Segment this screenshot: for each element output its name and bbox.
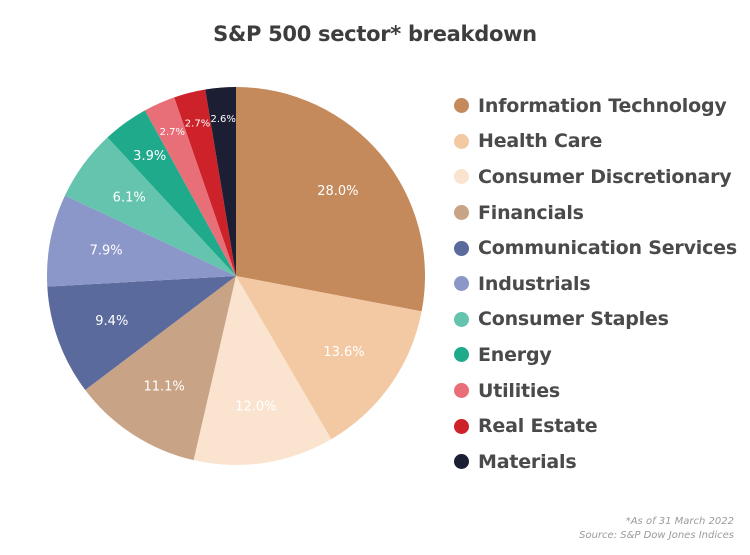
- slice-label-consumer-staples: 6.1%: [113, 190, 146, 205]
- legend-label: Energy: [478, 343, 552, 366]
- slice-label-utilities: 2.7%: [160, 127, 185, 138]
- pie-slice-information-technology: [236, 87, 425, 312]
- legend-item-industrials: Industrials: [454, 266, 737, 302]
- pie-slice-energy: [107, 110, 237, 276]
- slice-label-real-estate: 2.7%: [185, 118, 210, 129]
- pie-slice-labels: 28.0% 13.6% 12.0% 11.1% 9.4% 7.9% 6.1% 3.9% 2.7%…: [90, 114, 365, 414]
- legend-swatch: [454, 169, 469, 185]
- legend-swatch: [454, 205, 469, 221]
- legend-label: Communication Services: [478, 237, 737, 260]
- legend-swatch: [454, 347, 469, 363]
- source-note: Source: S&P Dow Jones Indices: [579, 530, 734, 541]
- legend-swatch: [454, 240, 469, 256]
- legend-item-health-care: Health Care: [454, 124, 737, 160]
- legend-label: Real Estate: [478, 415, 598, 438]
- slice-label-health-care: 13.6%: [323, 345, 364, 360]
- slice-label-industrials: 7.9%: [90, 243, 123, 258]
- chart-legend: Information Technology Health Care Consume…: [454, 88, 737, 480]
- legend-item-consumer-staples: Consumer Staples: [454, 302, 737, 338]
- legend-label: Utilities: [478, 379, 561, 402]
- pie-slice-financials: [85, 276, 236, 461]
- pie-slice-utilities: [144, 97, 236, 276]
- pie-slice-consumer-discretionary: [193, 276, 332, 465]
- pie-slices: [47, 87, 425, 465]
- legend-label: Industrials: [478, 272, 591, 295]
- legend-swatch: [454, 133, 469, 149]
- legend-label: Consumer Discretionary: [478, 165, 732, 188]
- legend-label: Materials: [478, 450, 577, 473]
- pie-slice-real-estate: [174, 89, 236, 276]
- legend-label: Consumer Staples: [478, 308, 669, 331]
- legend-item-communication-services: Communication Services: [454, 230, 737, 266]
- legend-swatch: [454, 418, 469, 434]
- legend-swatch: [454, 454, 469, 470]
- legend-item-materials: Materials: [454, 444, 737, 480]
- legend-item-utilities: Utilities: [454, 373, 737, 409]
- legend-swatch: [454, 276, 469, 292]
- pie-slice-materials: [205, 87, 236, 276]
- legend-item-consumer-discretionary: Consumer Discretionary: [454, 159, 737, 195]
- as-of-note: *As of 31 March 2022: [625, 516, 734, 527]
- legend-swatch: [454, 311, 469, 327]
- legend-item-financials: Financials: [454, 195, 737, 231]
- legend-label: Health Care: [478, 130, 603, 153]
- slice-label-communication-services: 9.4%: [95, 314, 128, 329]
- legend-item-energy: Energy: [454, 337, 737, 373]
- pie-slice-consumer-staples: [64, 137, 236, 276]
- slice-label-financials: 11.1%: [143, 380, 184, 395]
- pie-slice-industrials: [47, 195, 236, 287]
- slice-label-materials: 2.6%: [210, 114, 235, 125]
- legend-label: Financials: [478, 201, 584, 224]
- legend-swatch: [454, 98, 469, 114]
- pie-slice-health-care: [236, 276, 422, 440]
- slice-label-energy: 3.9%: [133, 149, 166, 164]
- legend-swatch: [454, 383, 469, 399]
- legend-label: Information Technology: [478, 94, 727, 117]
- legend-item-information-technology: Information Technology: [454, 88, 737, 124]
- slice-label-consumer-discretionary: 12.0%: [235, 399, 276, 414]
- pie-slice-communication-services: [47, 276, 236, 390]
- legend-item-real-estate: Real Estate: [454, 408, 737, 444]
- footnote: *As of 31 March 2022 Source: S&P Dow Jon…: [579, 515, 734, 543]
- slice-label-information-technology: 28.0%: [317, 184, 358, 199]
- chart-title: S&P 500 sector* breakdown: [213, 22, 537, 46]
